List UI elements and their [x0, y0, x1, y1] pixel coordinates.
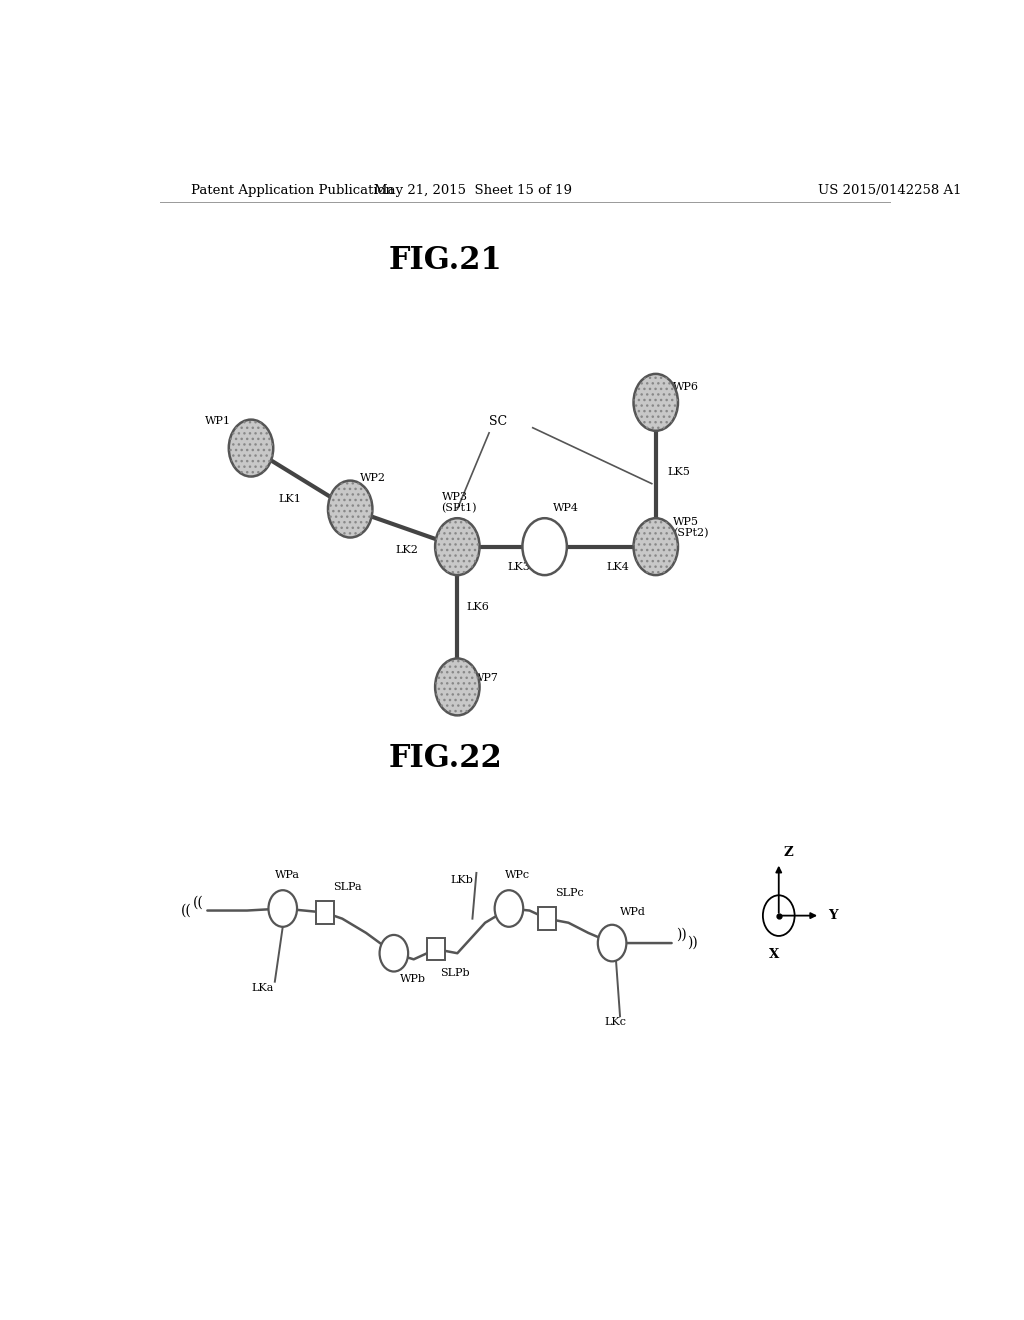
Bar [316, 902, 334, 924]
Circle shape [268, 890, 297, 927]
Text: X: X [769, 948, 779, 961]
Text: ((: (( [193, 895, 203, 925]
Text: LK1: LK1 [279, 494, 301, 504]
Circle shape [435, 659, 479, 715]
Text: FIG.21: FIG.21 [389, 244, 502, 276]
Text: )): )) [676, 928, 686, 958]
Circle shape [435, 519, 479, 576]
Text: WP3
(SPt1): WP3 (SPt1) [441, 492, 477, 513]
Text: )): )) [687, 936, 698, 950]
Text: WP2: WP2 [359, 473, 386, 483]
Circle shape [763, 895, 795, 936]
Text: WP4: WP4 [553, 503, 579, 513]
Text: WP1: WP1 [205, 416, 231, 426]
Circle shape [228, 420, 273, 477]
Text: Z: Z [783, 846, 794, 859]
Text: LK2: LK2 [396, 545, 419, 556]
Text: SLPc: SLPc [555, 888, 584, 899]
Bar [427, 939, 444, 961]
Text: LKb: LKb [451, 875, 473, 884]
Text: WP7: WP7 [473, 673, 499, 682]
Circle shape [380, 935, 409, 972]
Text: Y: Y [828, 909, 838, 923]
Text: WP6: WP6 [673, 383, 699, 392]
Text: SLPb: SLPb [440, 968, 470, 978]
Text: SLPa: SLPa [333, 882, 361, 892]
Text: WPb: WPb [400, 974, 426, 983]
Text: FIG.22: FIG.22 [388, 743, 503, 774]
Text: ((: (( [181, 903, 191, 917]
Text: LK6: LK6 [467, 602, 489, 611]
Text: WP5
(SPt2): WP5 (SPt2) [673, 517, 709, 539]
Text: May 21, 2015  Sheet 15 of 19: May 21, 2015 Sheet 15 of 19 [374, 185, 572, 198]
Text: US 2015/0142258 A1: US 2015/0142258 A1 [818, 185, 962, 198]
Text: Patent Application Publication: Patent Application Publication [191, 185, 394, 198]
Text: LKc: LKc [604, 1018, 626, 1027]
Text: LK3: LK3 [507, 562, 530, 572]
Text: WPd: WPd [620, 907, 646, 916]
Text: WPa: WPa [274, 870, 300, 880]
Circle shape [598, 925, 627, 961]
Circle shape [522, 519, 567, 576]
Circle shape [495, 890, 523, 927]
Text: SC: SC [489, 414, 507, 428]
Text: WPc: WPc [505, 870, 530, 880]
Text: LK5: LK5 [668, 467, 690, 478]
Text: LKa: LKa [251, 983, 273, 993]
Circle shape [634, 519, 678, 576]
Bar [539, 907, 556, 929]
Circle shape [634, 374, 678, 430]
Text: LK4: LK4 [606, 562, 630, 572]
Circle shape [328, 480, 373, 537]
